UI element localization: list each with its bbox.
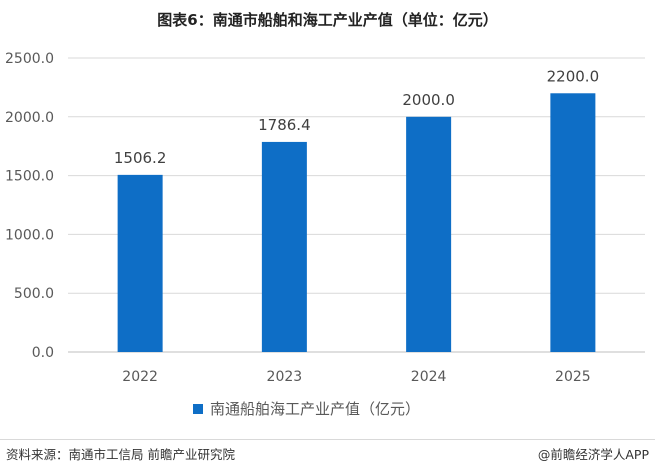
x-tick-label-2022: 2022 xyxy=(122,369,158,385)
data-label-2024: 2000.0 xyxy=(402,91,455,109)
bars xyxy=(117,93,596,352)
bar-2024 xyxy=(406,116,452,352)
x-tick-label-2025: 2025 xyxy=(555,369,591,385)
data-label-2022: 1506.2 xyxy=(114,149,167,167)
data-label-2023: 1786.4 xyxy=(258,116,311,134)
legend-label: 南通船舶海工产业产值（亿元） xyxy=(210,400,420,418)
x-tick-label-2023: 2023 xyxy=(267,369,303,385)
y-tick-label: 2000.0 xyxy=(5,110,54,126)
y-tick-label: 1500.0 xyxy=(5,169,54,185)
y-tick-label: 2500.0 xyxy=(5,51,54,67)
y-axis-tick-labels: 0.0 500.0 1000.0 1500.0 2000.0 2500.0 xyxy=(5,51,54,361)
brand-credit: @前瞻经济学人APP xyxy=(537,447,649,462)
bar-2025 xyxy=(550,93,596,352)
y-tick-label: 500.0 xyxy=(14,286,54,302)
source-note: 资料来源：南通市工信局 前瞻产业研究院 xyxy=(6,447,235,462)
data-label-2025: 2200.0 xyxy=(547,67,600,85)
x-axis-tick-labels: 2022 2023 2024 2025 xyxy=(122,369,590,385)
legend-swatch xyxy=(193,404,203,414)
y-axis-gridlines xyxy=(68,57,645,353)
y-tick-label: 1000.0 xyxy=(5,227,54,243)
footer-divider xyxy=(0,439,655,440)
chart-title: 图表6：南通市船舶和海工产业产值（单位：亿元） xyxy=(157,11,498,29)
y-tick-label: 0.0 xyxy=(32,345,54,361)
legend: 南通船舶海工产业产值（亿元） xyxy=(193,400,420,418)
data-labels: 1506.2 1786.4 2000.0 2200.0 xyxy=(114,67,599,167)
bar-2023 xyxy=(261,141,307,352)
bar-2022 xyxy=(117,174,163,352)
x-tick-label-2024: 2024 xyxy=(411,369,447,385)
